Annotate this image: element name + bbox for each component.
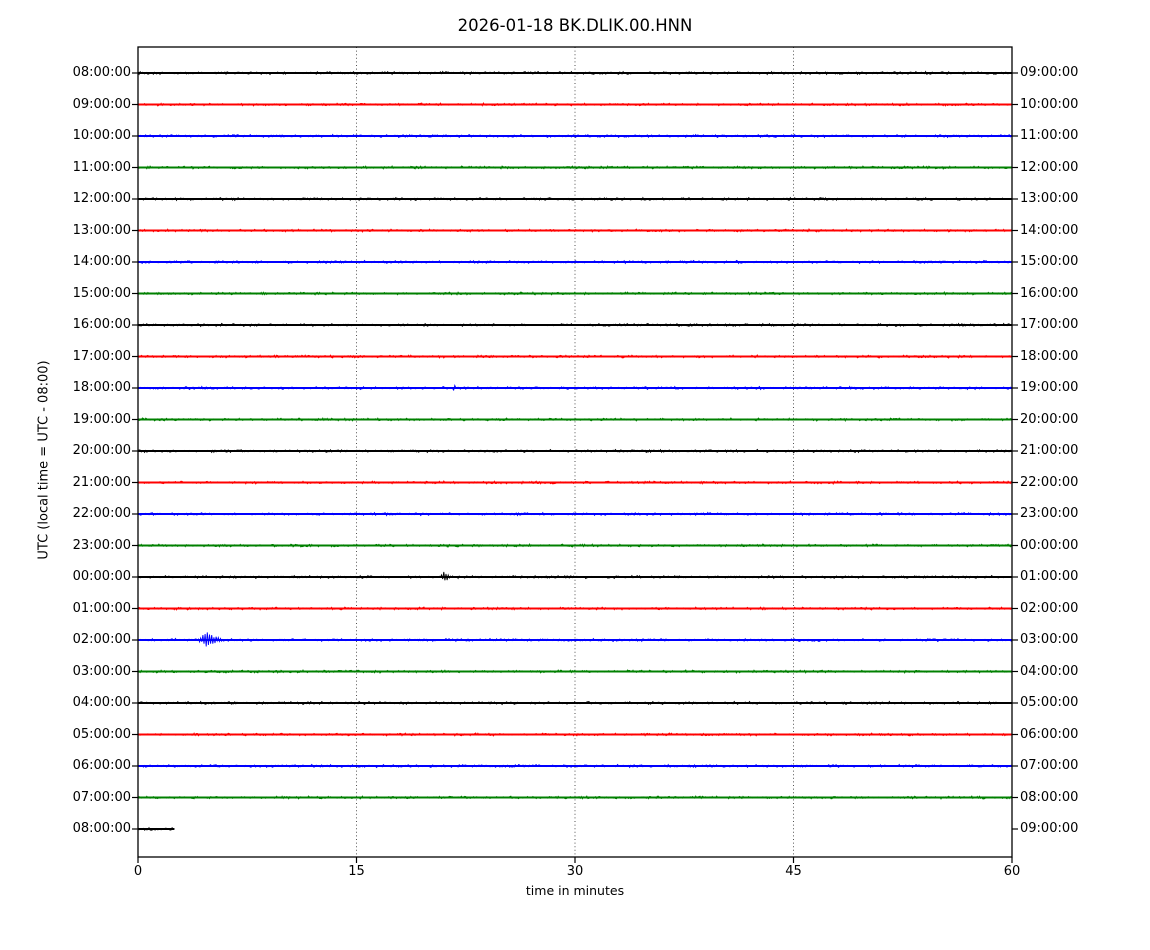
local-time-label: 04:00:00 [1020,663,1079,679]
trace-row [137,322,1012,328]
utc-time-label: 18:00:00 [72,380,131,395]
local-time-label: 23:00:00 [1020,506,1079,521]
trace-row [137,383,1012,392]
local-time-label: 00:00:00 [1020,537,1079,553]
trace-row [137,480,1012,485]
trace-row [137,669,1012,674]
local-time-label: 12:00:00 [1020,159,1079,175]
utc-time-label: 13:00:00 [72,222,131,238]
utc-time-label: 03:00:00 [72,663,131,679]
trace-row [137,290,1012,296]
trace-row [137,542,1012,548]
trace-row [137,700,1012,706]
utc-time-label: 23:00:00 [72,537,131,553]
trace-row [137,228,1012,233]
x-axis-label: time in minutes [525,883,625,898]
trace-row [137,70,1012,76]
local-time-label: 08:00:00 [1020,789,1079,805]
local-time-label: 20:00:00 [1020,411,1079,427]
trace-row [137,259,1012,265]
utc-time-label: 05:00:00 [72,726,131,742]
utc-time-label: 06:00:00 [72,758,131,773]
utc-time-label: 08:00:00 [72,65,131,80]
trace-row [137,732,1012,737]
local-time-label: 02:00:00 [1020,600,1079,616]
utc-time-label: 15:00:00 [72,285,131,301]
utc-time-label: 20:00:00 [72,443,131,458]
utc-time-label: 14:00:00 [72,254,131,269]
trace-row [137,417,1012,422]
local-time-label: 09:00:00 [1020,821,1079,836]
utc-time-label: 00:00:00 [72,569,131,584]
utc-time-label: 16:00:00 [72,317,131,332]
local-time-label: 09:00:00 [1020,65,1079,80]
utc-time-label: 02:00:00 [72,632,131,647]
utc-time-label: 17:00:00 [72,348,131,364]
x-tick-label: 15 [348,864,365,879]
local-time-label: 19:00:00 [1020,380,1079,395]
local-time-label: 03:00:00 [1020,632,1079,647]
utc-time-label: 19:00:00 [72,411,131,427]
trace-row [137,606,1012,611]
utc-time-label: 12:00:00 [72,191,131,206]
local-time-label: 13:00:00 [1020,191,1079,206]
utc-time-label: 11:00:00 [72,159,131,175]
trace-row [137,511,1012,517]
trace-row [137,763,1012,769]
trace-row [137,571,1012,581]
local-time-label: 05:00:00 [1020,695,1079,710]
utc-time-label: 04:00:00 [72,695,131,710]
trace-row [137,795,1012,800]
trace-row [137,133,1012,139]
trace-row [137,448,1012,454]
local-time-label: 10:00:00 [1020,96,1079,112]
local-time-label: 06:00:00 [1020,726,1079,742]
utc-time-label: 01:00:00 [72,600,131,616]
local-time-label: 07:00:00 [1020,758,1079,773]
local-time-label: 21:00:00 [1020,443,1079,458]
local-time-label: 18:00:00 [1020,348,1079,364]
utc-time-label: 08:00:00 [72,821,131,836]
trace-row [137,165,1012,170]
local-time-label: 11:00:00 [1020,128,1079,143]
x-tick-label: 45 [785,864,802,879]
utc-time-label: 07:00:00 [72,789,131,805]
local-time-label: 16:00:00 [1020,285,1079,301]
x-tick-label: 0 [133,864,143,879]
x-tick-label: 30 [566,864,584,879]
trace-row [137,354,1012,359]
local-time-label: 15:00:00 [1020,254,1079,269]
trace-row [137,196,1012,202]
local-time-label: 01:00:00 [1020,569,1079,584]
trace-row [137,826,175,831]
utc-time-label: 22:00:00 [72,506,131,521]
local-time-label: 17:00:00 [1020,317,1079,332]
utc-time-label: 21:00:00 [72,474,131,490]
utc-time-label: 10:00:00 [72,128,131,143]
chart-title: 2026-01-18 BK.DLIK.00.HNN [457,16,693,35]
utc-time-label: 09:00:00 [72,96,131,112]
x-tick-label: 60 [1003,864,1021,879]
trace-row [137,101,1012,107]
local-time-label: 22:00:00 [1020,474,1079,490]
local-time-label: 14:00:00 [1020,222,1079,238]
trace-row [137,632,1012,647]
